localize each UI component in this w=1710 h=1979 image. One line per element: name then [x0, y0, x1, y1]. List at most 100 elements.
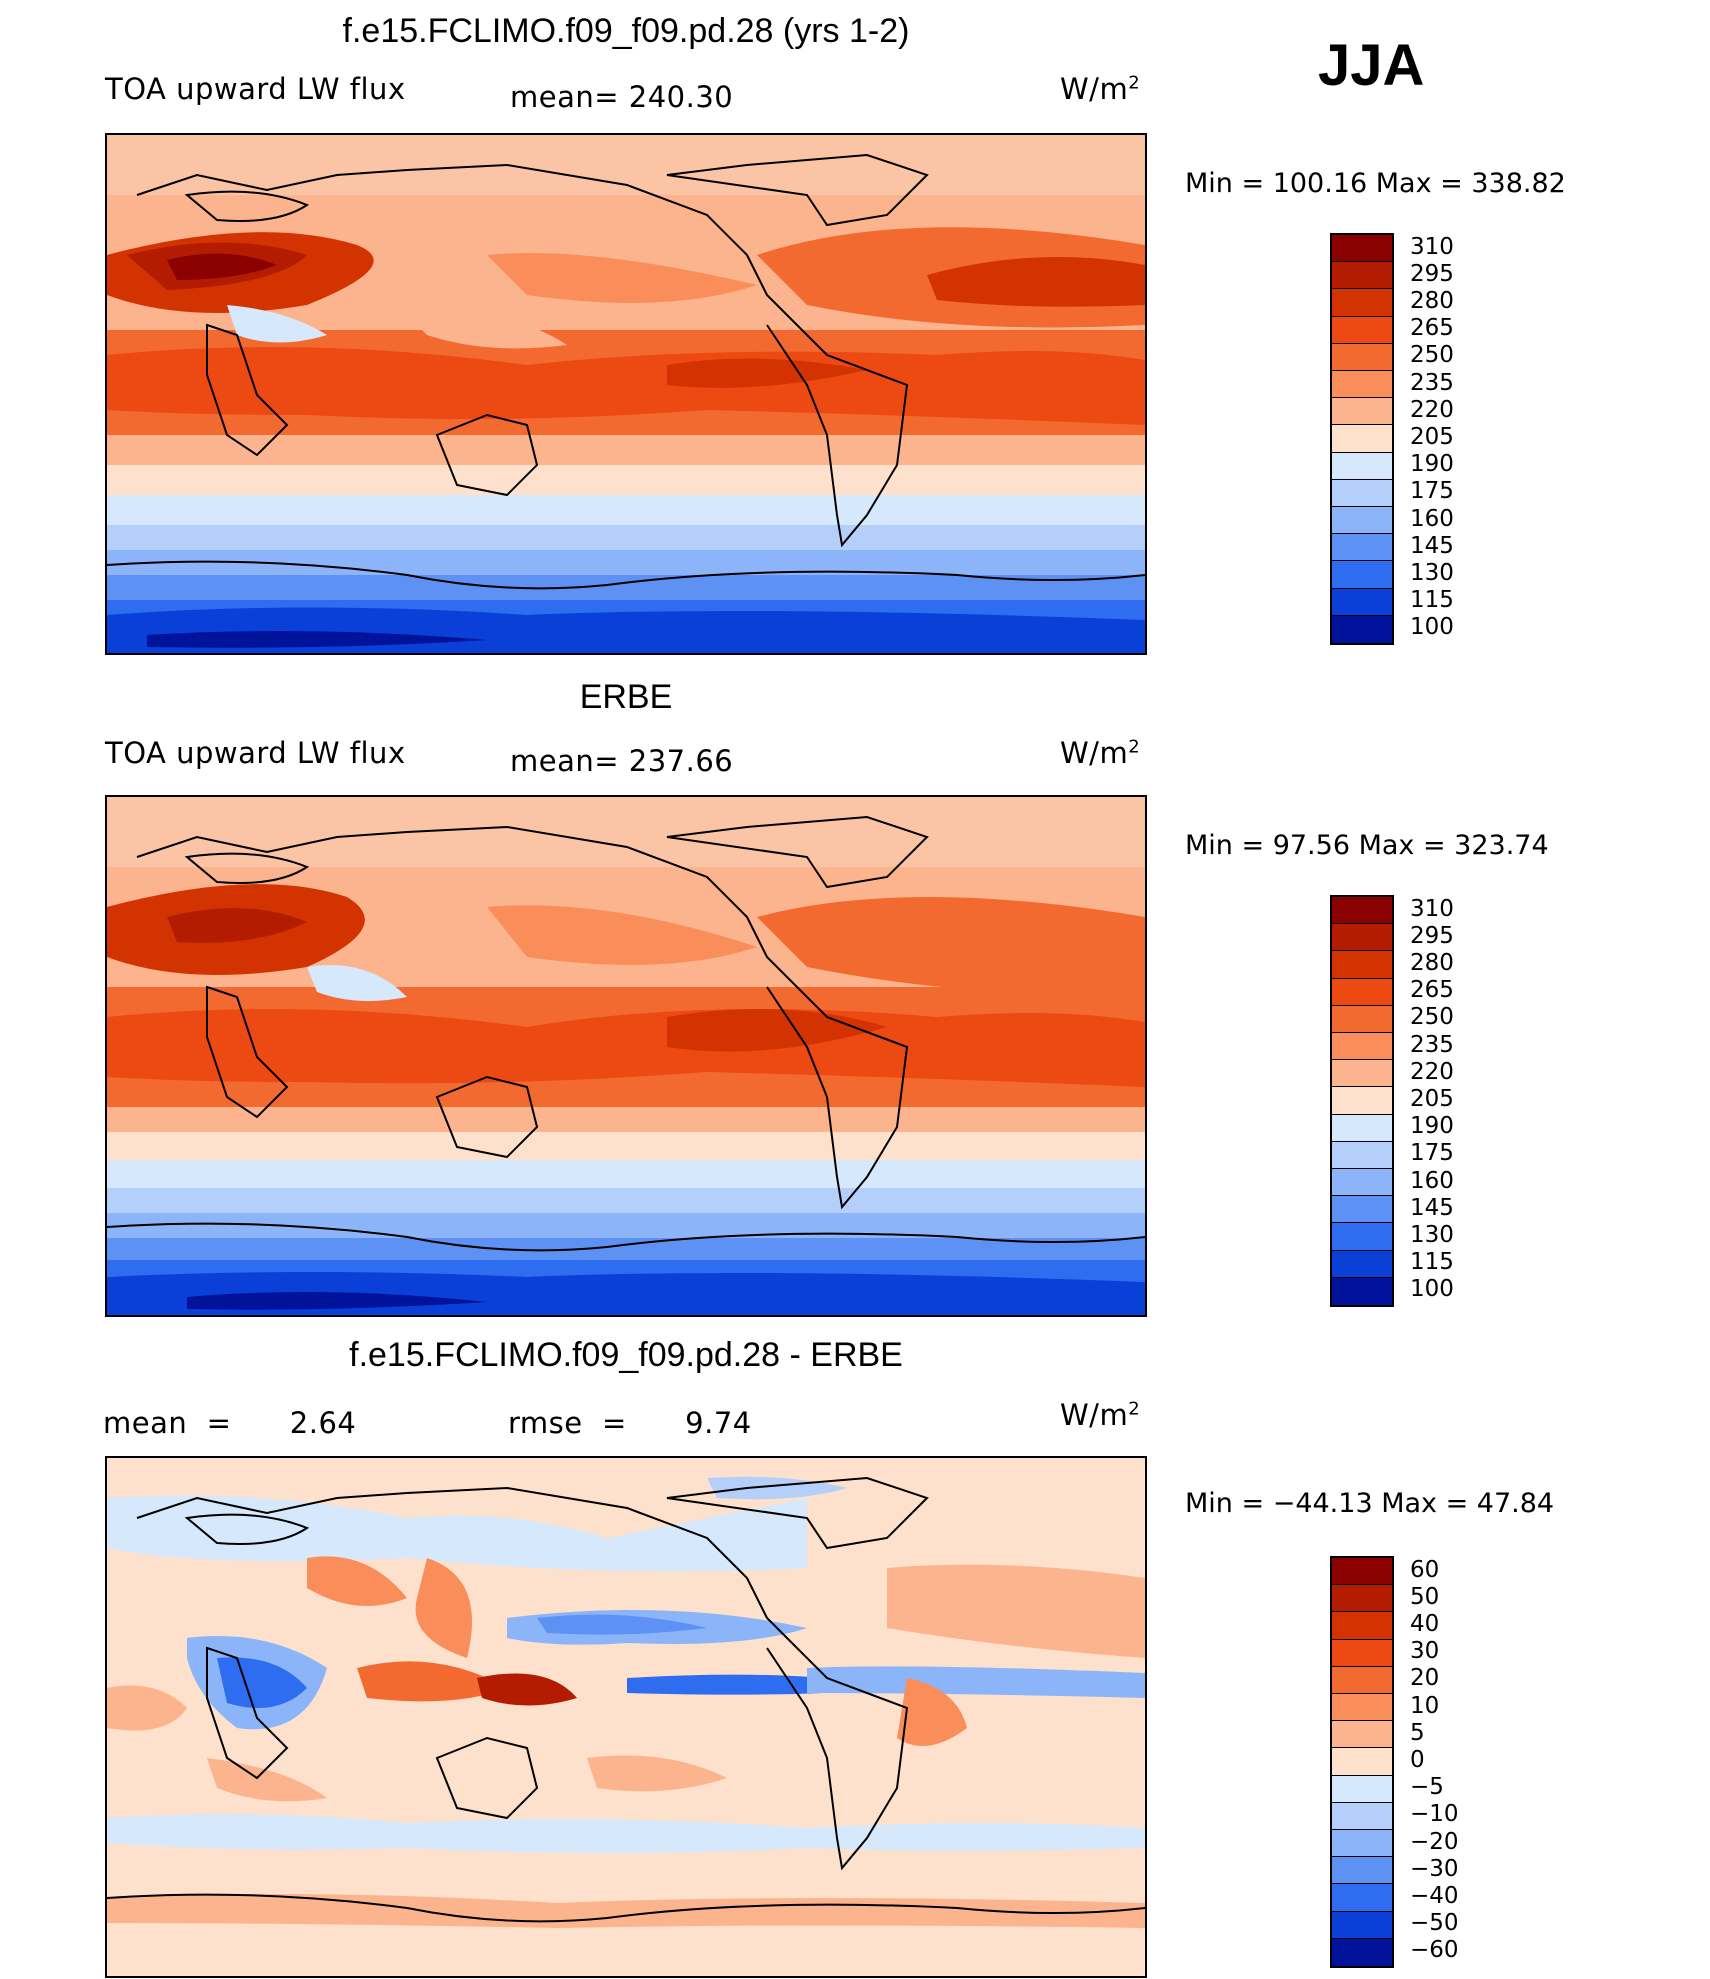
colorbar-swatch: [1332, 1114, 1392, 1142]
colorbar-tick-label: 160: [1410, 1167, 1454, 1194]
colorbar-swatch: [1332, 1857, 1392, 1885]
panel-1-colorbar: [1330, 233, 1394, 645]
colorbar-swatch: [1332, 1277, 1392, 1305]
colorbar-tick-label: −40: [1410, 1883, 1459, 1909]
colorbar-tick-label: 205: [1410, 424, 1454, 450]
colorbar-tick-label: 115: [1410, 1249, 1454, 1276]
colorbar-swatch: [1332, 897, 1392, 925]
colorbar-tick-label: −10: [1410, 1801, 1459, 1828]
colorbar-tick-label: 130: [1410, 560, 1454, 586]
colorbar-swatch: [1332, 1639, 1392, 1667]
panel-1-colorbar-labels: 310 295 280 265 250 235 220 205 190 175 160 145 130 1…: [1410, 233, 1490, 645]
panel-1-title: f.e15.FCLIMO.f09_f09.pd.28 (yrs 1-2): [342, 12, 910, 50]
panel-1-map: [105, 133, 1147, 655]
colorbar-swatch: [1332, 289, 1392, 317]
colorbar-tick-label: 310: [1410, 233, 1454, 260]
colorbar-tick-label: 220: [1410, 1058, 1454, 1085]
colorbar-swatch: [1332, 316, 1392, 344]
colorbar-tick-label: −50: [1410, 1910, 1459, 1937]
panel-3-title: f.e15.FCLIMO.f09_f09.pd.28 - ERBE: [349, 1336, 903, 1374]
panel-2-mean: mean= 237.66: [510, 744, 734, 778]
colorbar-swatch: [1332, 561, 1392, 589]
panel-1-minmax: Min = 100.16 Max = 338.82: [1185, 168, 1566, 199]
panel-3-map: [105, 1456, 1147, 1978]
colorbar-swatch: [1332, 951, 1392, 979]
colorbar-swatch: [1332, 924, 1392, 952]
colorbar-tick-label: 295: [1410, 922, 1454, 949]
colorbar-tick-label: 145: [1410, 532, 1454, 559]
colorbar-tick-label: 160: [1410, 505, 1454, 532]
colorbar-swatch: [1332, 1250, 1392, 1278]
colorbar-swatch: [1332, 1775, 1392, 1803]
colorbar-swatch: [1332, 1087, 1392, 1115]
colorbar-tick-label: 175: [1410, 478, 1454, 505]
colorbar-swatch: [1332, 425, 1392, 453]
colorbar-tick-label: 30: [1410, 1638, 1440, 1665]
colorbar-tick-label: 235: [1410, 1031, 1454, 1058]
colorbar-swatch: [1332, 1005, 1392, 1033]
colorbar-swatch: [1332, 343, 1392, 371]
colorbar-tick-label: 175: [1410, 1140, 1454, 1167]
colorbar-swatch: [1332, 479, 1392, 507]
colorbar-swatch: [1332, 398, 1392, 426]
colorbar-tick-label: 10: [1410, 1692, 1440, 1719]
colorbar-swatch: [1332, 1196, 1392, 1224]
colorbar-swatch: [1332, 1911, 1392, 1939]
colorbar-swatch: [1332, 1938, 1392, 1966]
colorbar-tick-label: 50: [1410, 1583, 1440, 1610]
panel-2-colorbar-labels: 310 295 280 265 250 235 220 205 190 175 160 145 130 1…: [1410, 895, 1490, 1307]
panel-2-colorbar: [1330, 895, 1394, 1307]
panel-1-mean: mean= 240.30: [510, 80, 734, 114]
colorbar-tick-label: 145: [1410, 1194, 1454, 1221]
colorbar-tick-label: 190: [1410, 451, 1454, 478]
panel-2-minmax: Min = 97.56 Max = 323.74: [1185, 830, 1549, 861]
panel-2-title: ERBE: [579, 678, 673, 716]
colorbar-tick-label: 130: [1410, 1222, 1454, 1248]
colorbar-tick-label: 40: [1410, 1611, 1440, 1637]
colorbar-tick-label: 250: [1410, 342, 1454, 369]
colorbar-swatch: [1332, 534, 1392, 562]
colorbar-tick-label: 205: [1410, 1086, 1454, 1112]
colorbar-tick-label: 280: [1410, 950, 1454, 976]
colorbar-swatch: [1332, 1721, 1392, 1749]
colorbar-tick-label: 295: [1410, 260, 1454, 287]
colorbar-tick-label: −5: [1410, 1774, 1444, 1801]
colorbar-swatch: [1332, 1830, 1392, 1858]
colorbar-swatch: [1332, 1612, 1392, 1640]
panel-3-units: W/m2: [1060, 1398, 1141, 1432]
colorbar-swatch: [1332, 588, 1392, 616]
colorbar-swatch: [1332, 262, 1392, 290]
colorbar-tick-label: 0: [1410, 1747, 1425, 1773]
panel-3-colorbar: [1330, 1556, 1394, 1968]
panel-3-rmse: rmse = 9.74: [508, 1406, 752, 1440]
colorbar-tick-label: −60: [1410, 1937, 1459, 1964]
panel-2-map: [105, 795, 1147, 1317]
colorbar-swatch: [1332, 452, 1392, 480]
panel-1-left-label: TOA upward LW flux: [105, 72, 406, 106]
colorbar-swatch: [1332, 235, 1392, 263]
colorbar-swatch: [1332, 1884, 1392, 1912]
colorbar-swatch: [1332, 1223, 1392, 1251]
colorbar-swatch: [1332, 615, 1392, 643]
colorbar-swatch: [1332, 1585, 1392, 1613]
colorbar-swatch: [1332, 1666, 1392, 1694]
colorbar-swatch: [1332, 507, 1392, 535]
colorbar-tick-label: 190: [1410, 1113, 1454, 1140]
colorbar-swatch: [1332, 371, 1392, 399]
colorbar-tick-label: 100: [1410, 1276, 1454, 1303]
colorbar-tick-label: 115: [1410, 587, 1454, 614]
colorbar-swatch: [1332, 1558, 1392, 1586]
colorbar-tick-label: 265: [1410, 977, 1454, 1004]
colorbar-tick-label: 250: [1410, 1004, 1454, 1031]
panel-3-minmax: Min = −44.13 Max = 47.84: [1185, 1488, 1555, 1519]
panel-3-colorbar-labels: 60 50 40 30 20 10 5 0 −5 −10 −20 −30 −40 −50 −60: [1410, 1556, 1490, 1968]
colorbar-swatch: [1332, 1169, 1392, 1197]
panel-2-units: W/m2: [1060, 736, 1141, 770]
season-label: JJA: [1318, 33, 1425, 98]
colorbar-tick-label: 280: [1410, 288, 1454, 314]
colorbar-tick-label: 100: [1410, 614, 1454, 641]
colorbar-tick-label: 5: [1410, 1719, 1425, 1746]
colorbar-swatch: [1332, 978, 1392, 1006]
panel-3-mean: mean = 2.64: [103, 1406, 357, 1440]
colorbar-tick-label: 310: [1410, 895, 1454, 922]
